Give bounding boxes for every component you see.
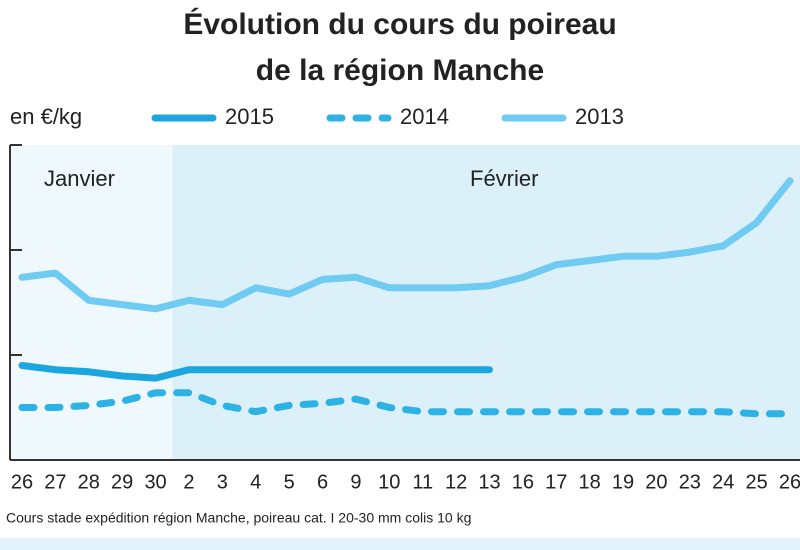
x-tick-label: 29 (111, 471, 133, 493)
series-line (18, 177, 794, 313)
x-tick-label: 26 (779, 471, 800, 493)
chart-title: de la région Manche (256, 54, 544, 87)
x-tick-label: 12 (445, 471, 467, 493)
x-tick-label: 3 (217, 471, 228, 493)
x-tick-label: 26 (11, 471, 33, 493)
x-tick-label: 20 (645, 471, 667, 493)
x-tick-label: 23 (679, 471, 701, 493)
series-line (18, 362, 493, 382)
month-label: Janvier (44, 166, 115, 191)
legend-label: 2014 (400, 104, 449, 129)
x-tick-label: 18 (579, 471, 601, 493)
x-tick-label: 25 (745, 471, 767, 493)
x-tick-label: 11 (412, 471, 433, 493)
x-tick-label: 2 (183, 471, 194, 493)
x-tick-label: 5 (284, 471, 295, 493)
y-axis-label: en €/kg (10, 104, 82, 129)
x-tick-label: 17 (545, 471, 567, 493)
month-label: Février (470, 166, 538, 191)
legend-label: 2015 (225, 104, 274, 129)
legend-label: 2013 (575, 104, 624, 129)
x-tick-label: 6 (317, 471, 328, 493)
x-tick-label: 19 (612, 471, 634, 493)
x-tick-label: 28 (78, 471, 100, 493)
x-tick-label: 24 (712, 471, 734, 493)
chart-title: Évolution du cours du poireau (183, 7, 616, 41)
footer-strip (0, 538, 800, 550)
source-note: Cours stade expédition région Manche, po… (6, 510, 471, 526)
x-tick-label: 9 (350, 471, 361, 493)
x-tick-label: 13 (478, 471, 500, 493)
x-tick-label: 10 (378, 471, 400, 493)
x-tick-label: 27 (44, 471, 66, 493)
x-tick-label: 16 (512, 471, 534, 493)
x-tick-label: 4 (250, 471, 261, 493)
series-line (18, 389, 794, 418)
x-tick-label: 30 (144, 471, 166, 493)
